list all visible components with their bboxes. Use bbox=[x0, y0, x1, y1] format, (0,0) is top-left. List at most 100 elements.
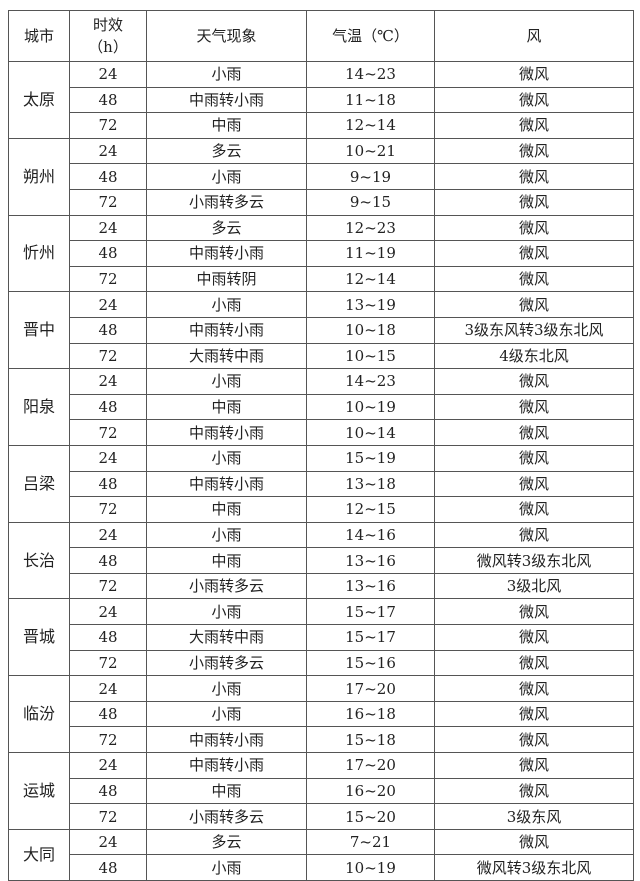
table-row: 太原 24 小雨 14~23 微风 bbox=[8, 61, 634, 139]
temperature-cell: 14~23 bbox=[306, 368, 435, 395]
table-row: 朔州 24 多云 10~21 微风 bbox=[8, 137, 634, 216]
period-cell: 72 bbox=[69, 419, 147, 446]
weather-cell: 小雨 bbox=[146, 291, 307, 318]
temperature-cell: 17~20 bbox=[306, 752, 435, 779]
table-row: 48 中雨转小雨 13~18 微风 bbox=[9, 470, 634, 498]
period-cell: 72 bbox=[69, 649, 147, 677]
period-cell: 24 bbox=[69, 675, 147, 702]
weather-cell: 中雨转小雨 bbox=[146, 752, 307, 779]
period-cell: 24 bbox=[69, 137, 147, 165]
weather-cell: 中雨 bbox=[146, 777, 307, 805]
period-cell: 24 bbox=[69, 368, 147, 395]
period-cell: 24 bbox=[69, 598, 147, 626]
weather-cell: 中雨 bbox=[146, 496, 307, 523]
wind-cell: 微风 bbox=[434, 470, 634, 498]
table-row: 48 小雨 10~19 微风转3级东北风 bbox=[9, 854, 634, 881]
temperature-cell: 10~19 bbox=[306, 393, 435, 421]
header-period-label: 时效 bbox=[92, 16, 123, 34]
table-row: 忻州 24 多云 12~23 微风 bbox=[8, 214, 634, 293]
period-cell: 72 bbox=[69, 726, 147, 754]
weather-forecast-table: 城市 时效 （h） 天气现象 气温（℃） 风 太原 24 小雨 14~23 微风 48 中雨转… bbox=[8, 10, 634, 881]
weather-cell: 中雨 bbox=[146, 393, 307, 421]
wind-cell: 微风 bbox=[434, 112, 634, 139]
period-cell: 72 bbox=[69, 803, 147, 830]
temperature-cell: 16~20 bbox=[306, 777, 435, 805]
table-row: 72 中雨 12~15 微风 bbox=[9, 496, 634, 523]
table-row: 大同 24 多云 7~21 微风 bbox=[8, 828, 634, 881]
weather-cell: 小雨 bbox=[146, 444, 307, 472]
city-cell: 大同 bbox=[8, 828, 70, 881]
wind-cell: 微风 bbox=[434, 137, 634, 165]
period-cell: 72 bbox=[69, 265, 147, 293]
table-row: 72 小雨转多云 15~20 3级东风 bbox=[9, 803, 634, 830]
period-cell: 48 bbox=[69, 854, 147, 881]
wind-cell: 微风 bbox=[434, 777, 634, 805]
temperature-cell: 9~19 bbox=[306, 163, 435, 190]
temperature-cell: 9~15 bbox=[306, 188, 435, 216]
period-cell: 48 bbox=[69, 547, 147, 574]
wind-cell: 微风 bbox=[434, 700, 634, 728]
temperature-cell: 10~19 bbox=[306, 854, 435, 881]
table-row: 运城 24 中雨转小雨 17~20 微风 bbox=[8, 752, 634, 830]
temperature-cell: 10~15 bbox=[306, 342, 435, 370]
table-row: 吕梁 24 小雨 15~19 微风 bbox=[8, 444, 634, 523]
city-cell: 阳泉 bbox=[8, 368, 70, 446]
temperature-cell: 12~23 bbox=[306, 214, 435, 242]
table-row: 48 中雨 13~16 微风转3级东北风 bbox=[9, 547, 634, 574]
header-temperature: 气温（℃） bbox=[306, 10, 435, 62]
city-cell: 晋城 bbox=[8, 598, 70, 677]
period-cell: 48 bbox=[69, 86, 147, 114]
temperature-cell: 15~18 bbox=[306, 726, 435, 754]
wind-cell: 3级东风转3级东北风 bbox=[434, 316, 634, 344]
table-row: 72 大雨转中雨 10~15 4级东北风 bbox=[9, 342, 634, 370]
weather-cell: 中雨 bbox=[146, 112, 307, 139]
wind-cell: 微风 bbox=[434, 265, 634, 293]
table-row: 晋中 24 小雨 13~19 微风 bbox=[8, 291, 634, 370]
city-cell: 朔州 bbox=[8, 137, 70, 216]
temperature-cell: 15~20 bbox=[306, 803, 435, 830]
weather-cell: 中雨 bbox=[146, 547, 307, 574]
weather-cell: 中雨转小雨 bbox=[146, 316, 307, 344]
wind-cell: 微风 bbox=[434, 419, 634, 446]
weather-cell: 多云 bbox=[146, 214, 307, 242]
wind-cell: 微风 bbox=[434, 521, 634, 549]
city-cell: 长治 bbox=[8, 521, 70, 600]
weather-cell: 中雨转阴 bbox=[146, 265, 307, 293]
header-row: 城市 时效 （h） 天气现象 气温（℃） 风 bbox=[8, 10, 634, 62]
table-row: 72 小雨转多云 13~16 3级北风 bbox=[9, 572, 634, 600]
period-cell: 24 bbox=[69, 444, 147, 472]
weather-cell: 小雨 bbox=[146, 163, 307, 190]
temperature-cell: 13~16 bbox=[306, 547, 435, 574]
wind-cell: 微风 bbox=[434, 444, 634, 472]
table-row: 阳泉 24 小雨 14~23 微风 bbox=[8, 368, 634, 446]
period-cell: 72 bbox=[69, 342, 147, 370]
wind-cell: 4级东北风 bbox=[434, 342, 634, 370]
table-row: 72 中雨转小雨 15~18 微风 bbox=[9, 726, 634, 754]
temperature-cell: 13~18 bbox=[306, 470, 435, 498]
period-cell: 48 bbox=[69, 316, 147, 344]
table-row: 48 中雨转小雨 10~18 3级东风转3级东北风 bbox=[9, 316, 634, 344]
table-row: 48 大雨转中雨 15~17 微风 bbox=[9, 624, 634, 651]
period-cell: 72 bbox=[69, 496, 147, 523]
temperature-cell: 7~21 bbox=[306, 828, 435, 856]
wind-cell: 微风 bbox=[434, 214, 634, 242]
temperature-cell: 10~18 bbox=[306, 316, 435, 344]
header-period-unit: （h） bbox=[88, 38, 128, 56]
weather-cell: 大雨转中雨 bbox=[146, 342, 307, 370]
weather-cell: 中雨转小雨 bbox=[146, 726, 307, 754]
temperature-cell: 17~20 bbox=[306, 675, 435, 702]
header-city: 城市 bbox=[8, 10, 70, 62]
period-cell: 24 bbox=[69, 828, 147, 856]
wind-cell: 微风 bbox=[434, 496, 634, 523]
period-cell: 48 bbox=[69, 393, 147, 421]
table-row: 临汾 24 小雨 17~20 微风 bbox=[8, 675, 634, 754]
period-cell: 24 bbox=[69, 521, 147, 549]
wind-cell: 微风 bbox=[434, 598, 634, 626]
period-cell: 72 bbox=[69, 112, 147, 139]
temperature-cell: 11~18 bbox=[306, 86, 435, 114]
period-cell: 48 bbox=[69, 777, 147, 805]
weather-cell: 多云 bbox=[146, 137, 307, 165]
weather-cell: 小雨 bbox=[146, 598, 307, 626]
temperature-cell: 13~19 bbox=[306, 291, 435, 318]
weather-cell: 多云 bbox=[146, 828, 307, 856]
